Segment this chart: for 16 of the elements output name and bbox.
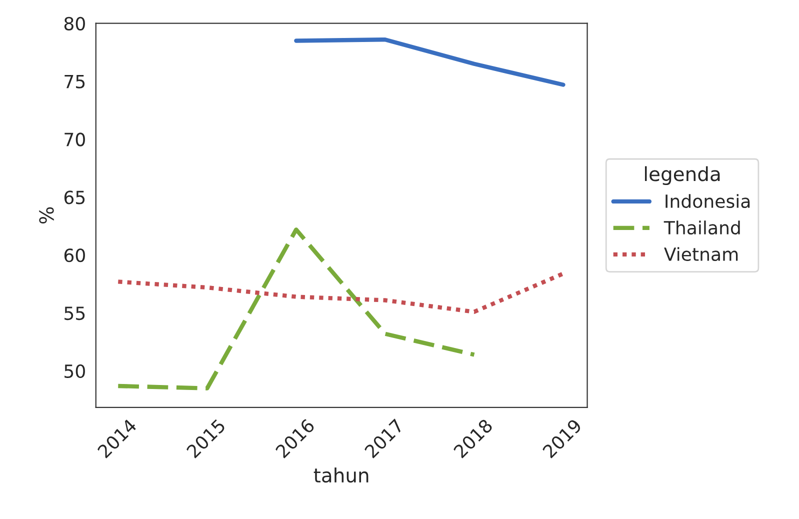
line-series	[116, 227, 476, 390]
y-tick-label: 65	[64, 190, 85, 204]
legend-label: Thailand	[664, 220, 740, 235]
y-tick-label: 75	[64, 74, 85, 88]
y-tick-label: 60	[64, 248, 85, 262]
y-tick-label: 55	[64, 306, 85, 320]
legend-label: Indonesia	[666, 194, 750, 208]
legend-label: Vietnam	[664, 247, 738, 262]
line-series	[116, 272, 566, 314]
y-tick-label: 70	[64, 132, 85, 146]
y-tick-label: 50	[64, 364, 85, 378]
line-series	[294, 37, 566, 87]
x-axis-title: tahun	[314, 468, 368, 483]
y-axis-title: %	[39, 207, 54, 224]
legend-title: legenda	[644, 166, 720, 186]
y-tick-label: 80	[64, 16, 85, 30]
